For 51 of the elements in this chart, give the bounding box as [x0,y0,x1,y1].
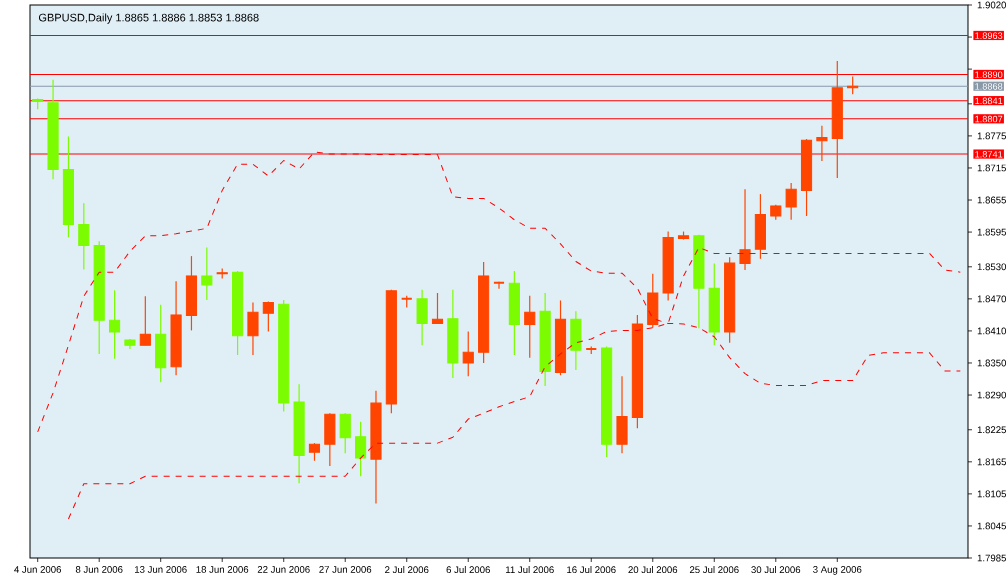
x-tick-label: 2 Jul 2006 [385,566,429,574]
candlestick [339,412,351,454]
x-tick-label: 18 Jun 2006 [196,566,249,573]
y-tick-label: 1.8045 [977,522,1006,530]
candlestick [109,289,121,360]
ref-line-label: 1.8963 [975,32,1003,39]
x-tick-label: 4 Jun 2006 [14,566,62,573]
candlestick [492,281,506,290]
y-tick-label: 1.8165 [977,458,1006,466]
x-tick-label: 6 Jul 2006 [446,566,490,574]
ref-line-label: 1.8841 [975,97,1003,105]
y-tick-label: 1.7985 [977,554,1006,562]
candlestick [739,188,751,271]
candlestick [247,302,259,356]
candlestick [816,125,828,162]
x-tick-label: 30 Jul 2006 [751,566,801,574]
y-tick-label: 1.8225 [977,426,1006,434]
x-tick-label: 13 Jun 2006 [135,566,187,573]
candlestick [262,300,274,333]
x-tick-label: 25 Jul 2006 [689,566,739,574]
candlestick [355,421,367,477]
candlestick [201,246,213,301]
text: GBPUSD,Daily 1.8865 1.8886 1.8853 1.8868 [38,13,259,24]
candlestick [785,182,797,221]
ref-line-label: 1.8741 [975,151,1003,158]
y-tick-label: 1.8715 [977,164,1006,172]
ref-line-label: 1.8868 [975,83,1003,90]
y-tick-label: 1.9020 [977,1,1007,9]
y-tick-label: 1.8290 [977,391,1007,399]
x-tick-label: 11 Jul 2006 [506,566,554,574]
candlestick [139,295,151,346]
y-tick-label: 1.8595 [977,228,1006,236]
x-tick-label: 27 Jun 2006 [319,566,372,573]
candlestick [524,295,536,359]
x-tick-label: 8 Jun 2006 [75,566,123,573]
y-tick-label: 1.8655 [977,196,1006,204]
y-tick-label: 1.8775 [977,132,1006,140]
candlestick [78,202,90,271]
y-tick-label: 1.8530 [977,263,1007,271]
x-tick-label: 16 Jul 2006 [567,566,616,574]
y-tick-label: 1.8105 [977,490,1006,498]
candlestick [431,292,444,325]
x-tick-label: 3 Aug 2006 [813,566,862,575]
y-tick-label: 1.8470 [977,295,1007,303]
candlestick [462,330,474,377]
y-tick-label: 1.8350 [977,359,1007,367]
ref-line-label: 1.8807 [975,115,1003,123]
x-tick-label: 20 Jul 2006 [628,566,678,574]
y-tick-label: 1.8410 [977,327,1007,335]
ref-line-label: 1.8890 [975,71,1003,78]
x-tick-label: 22 Jun 2006 [257,566,310,573]
